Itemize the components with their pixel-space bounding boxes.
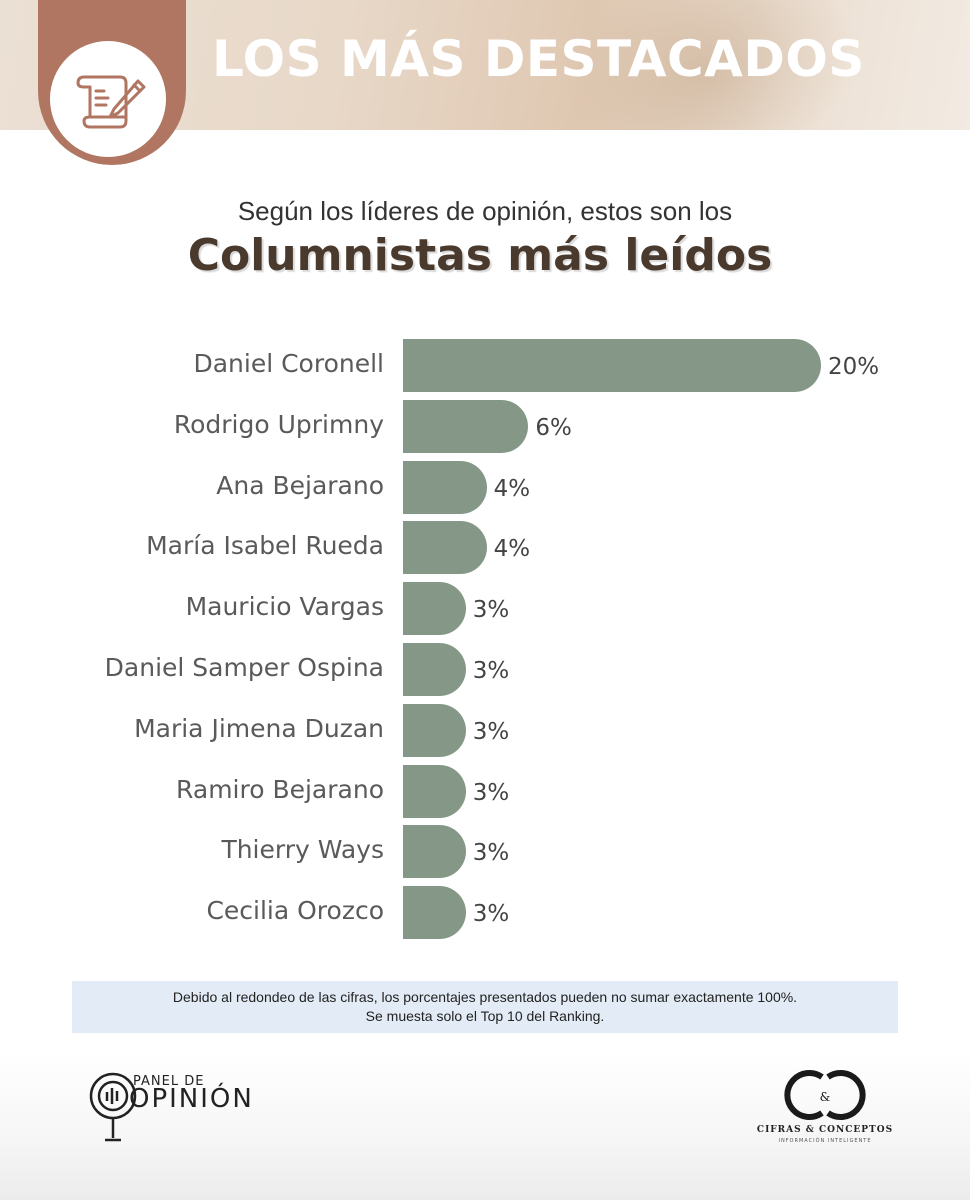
logo-left-bottom-text: OPINIÓN	[129, 1084, 254, 1114]
bar	[403, 582, 466, 636]
logo-right-tagline: INFORMACIÓN INTELIGENTE	[778, 1138, 872, 1144]
bar-value-label: 3%	[472, 718, 510, 745]
bar	[403, 825, 466, 879]
bar-value-label: 20%	[828, 354, 880, 380]
document-pen-icon	[76, 75, 146, 129]
bar	[403, 521, 487, 575]
bar-value-label: 3%	[472, 597, 510, 624]
footnote-line-1: Debido al redondeo de las cifras, los po…	[172, 989, 798, 1005]
logo-right-name: CIFRAS & CONCEPTOS	[756, 1125, 894, 1135]
bar-label: Rodrigo Uprimny	[173, 409, 384, 439]
bar-value-label: 3%	[472, 901, 510, 928]
cc-monogram-icon: &	[784, 1070, 866, 1120]
footnote-box: Debido al redondeo de las cifras, los po…	[72, 981, 898, 1033]
bar	[403, 703, 466, 757]
header-badge	[38, 0, 186, 165]
bar-value-label: 3%	[472, 840, 510, 867]
svg-text:&: &	[820, 1090, 831, 1104]
chart-title: Columnistas más leídos	[187, 230, 773, 281]
bar-label: Cecilia Orozco	[206, 896, 384, 926]
bar-value-label: 6%	[535, 414, 572, 441]
bar-value-label: 3%	[472, 779, 510, 806]
bar-value-label: 3%	[472, 658, 510, 684]
bar-label: Mauricio Vargas	[185, 592, 384, 622]
bar	[403, 339, 821, 392]
bar	[403, 399, 529, 453]
badge-circle	[50, 41, 166, 157]
bar	[403, 764, 466, 818]
bar-label: Thierry Ways	[221, 835, 384, 865]
bar	[403, 643, 466, 696]
logo-left-top-text: PANEL DE	[133, 1074, 205, 1089]
bar-label: Ana Bejarano	[216, 470, 384, 500]
bar-label: Maria Jimena Duzan	[134, 713, 384, 743]
panel-de-opinion-logo: PANEL DE OPINIÓN	[85, 1068, 255, 1148]
cifras-conceptos-logo: & CIFRAS & CONCEPTOS INFORMACIÓN INTELIG…	[750, 1065, 900, 1155]
bar-value-label: 4%	[493, 475, 531, 502]
header-title: LOS MÁS DESTACADOS	[212, 30, 865, 88]
magnifier-microphone-icon	[89, 1072, 137, 1142]
chart-subtitle: Según los líderes de opinión, estos son …	[237, 196, 733, 226]
bar	[403, 886, 466, 940]
bar	[403, 460, 487, 514]
bar-label: María Isabel Rueda	[146, 531, 384, 561]
bar-label: Daniel Samper Ospina	[104, 653, 384, 682]
bar-label: Ramiro Bejarano	[176, 774, 384, 804]
bar-value-label: 4%	[493, 536, 531, 563]
footnote-line-2: Se muesta solo el Top 10 del Ranking.	[365, 1008, 605, 1024]
bar-label: Daniel Coronell	[193, 349, 384, 378]
